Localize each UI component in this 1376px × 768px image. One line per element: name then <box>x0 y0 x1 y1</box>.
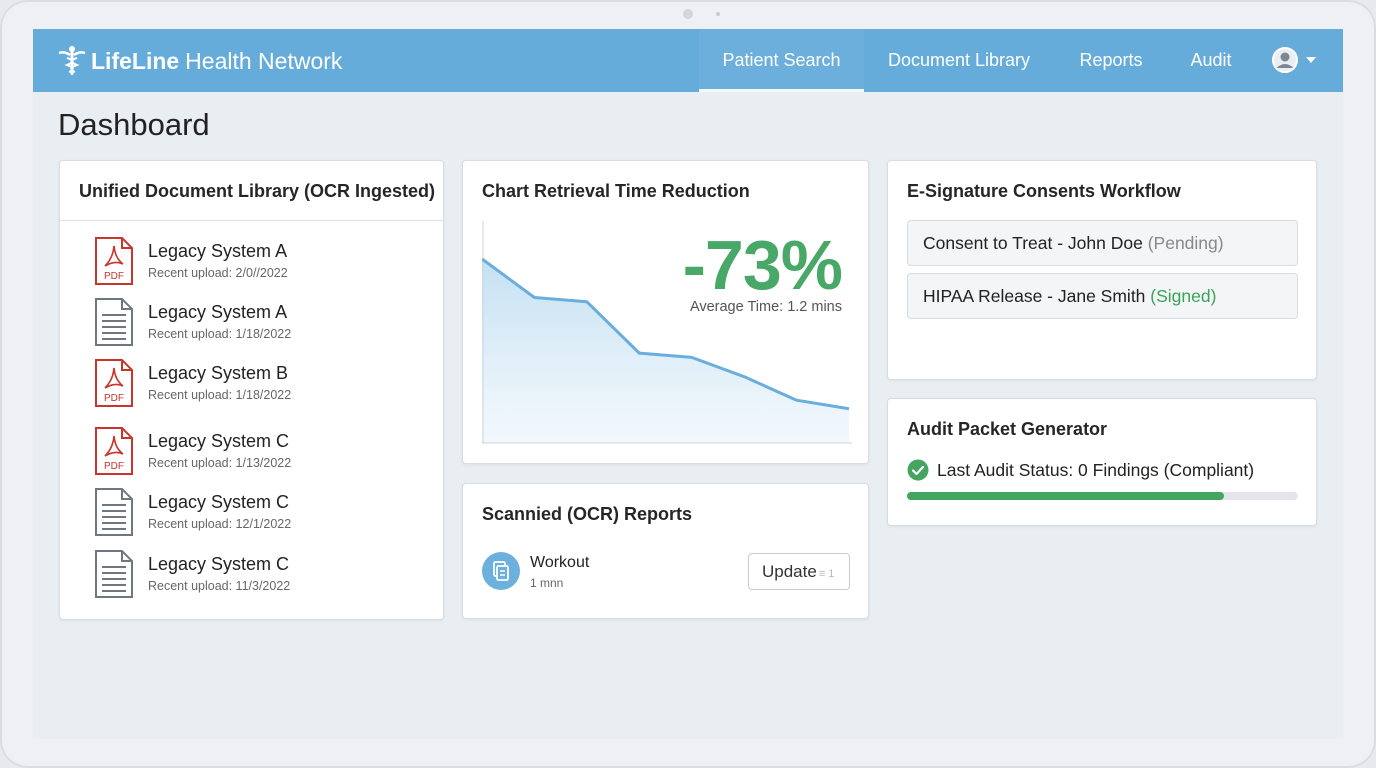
divider <box>60 220 443 221</box>
brand[interactable]: LifeLine Health Network <box>57 44 342 78</box>
ocr-item-time: 1 mnn <box>530 576 564 590</box>
consents-card: E-Signature Consents Workflow Consent to… <box>887 160 1317 380</box>
document-item[interactable]: Legacy System C Recent upload: 12/1/2022 <box>93 487 423 541</box>
scan-document-icon <box>482 552 520 590</box>
pdf-icon: PDF <box>95 359 133 407</box>
nav-reports[interactable]: Reports <box>1079 50 1143 70</box>
audit-status: Last Audit Status: 0 Findings (Compliant… <box>907 459 1254 481</box>
svg-text:PDF: PDF <box>104 393 124 404</box>
card-title: Scannied (OCR) Reports <box>482 504 693 524</box>
reduction-percentage: -73% <box>682 226 843 304</box>
audit-status-text: Last Audit Status: 0 Findings (Compliant… <box>937 459 1255 480</box>
camera-dot <box>683 9 693 19</box>
update-button-label: Update <box>762 561 817 581</box>
ocr-reports-card: Scannied (OCR) Reports Workout 1 mnn Upd… <box>462 483 869 619</box>
audit-progress-bar <box>907 492 1298 500</box>
document-upload-date: Recent upload: 2/0//2022 <box>148 266 288 280</box>
user-menu[interactable] <box>1271 46 1321 76</box>
document-name: Legacy System C <box>148 492 290 512</box>
document-upload-date: Recent upload: 1/13/2022 <box>148 456 292 470</box>
document-name: Legacy System C <box>148 431 290 451</box>
card-title: Audit Packet Generator <box>907 419 1108 439</box>
document-name: Legacy System A <box>148 302 288 322</box>
document-icon <box>95 298 133 346</box>
card-title: E-Signature Consents Workflow <box>907 181 1181 201</box>
brand-name-rest: Health Network <box>185 47 343 74</box>
user-avatar-icon <box>1272 47 1298 73</box>
document-item[interactable]: PDF Legacy System A Recent upload: 2/0//20… <box>93 236 423 290</box>
ocr-item-name: Workout <box>530 554 590 571</box>
svg-text:PDF: PDF <box>104 271 124 282</box>
svg-text:PDF: PDF <box>104 461 124 472</box>
document-name: Legacy System B <box>148 363 289 383</box>
card-title: Unified Document Library (OCR Ingested) <box>79 181 436 201</box>
nav-patient-search[interactable]: Patient Search <box>699 29 864 92</box>
pdf-icon: PDF <box>95 237 133 285</box>
document-name: Legacy System C <box>148 554 290 574</box>
document-item[interactable]: PDF Legacy System C Recent upload: 1/13/20… <box>93 426 423 480</box>
document-icon <box>95 550 133 598</box>
card-title: Chart Retrieval Time Reduction <box>482 181 750 201</box>
document-item[interactable]: PDF Legacy System B Recent upload: 1/18/20… <box>93 358 423 412</box>
chevron-down-icon <box>1306 57 1316 63</box>
average-time: Average Time: 1.2 mins <box>689 299 842 315</box>
top-navbar: LifeLine Health Network Patient Search D… <box>33 29 1343 92</box>
nav-audit[interactable]: Audit <box>1190 50 1232 70</box>
page-title: Dashboard <box>58 107 210 142</box>
document-icon <box>95 488 133 536</box>
document-item[interactable]: Legacy System C Recent upload: 11/3/2022 <box>93 549 423 603</box>
chart-series-line <box>482 257 850 411</box>
chart-area-fill <box>482 258 849 443</box>
document-upload-date: Recent upload: 11/3/2022 <box>148 579 291 593</box>
consent-row[interactable]: HIPAA Release - Jane Smith (Signed) <box>907 273 1298 319</box>
consent-status-signed: (Signed) <box>1150 286 1217 306</box>
document-library-card: Unified Document Library (OCR Ingested) … <box>59 160 444 620</box>
sensor-dot <box>716 12 720 16</box>
caduceus-icon <box>58 46 86 75</box>
consent-text: Consent to Treat - John Doe <box>923 233 1143 253</box>
document-upload-date: Recent upload: 1/18/2022 <box>148 388 292 402</box>
nav-document-library[interactable]: Document Library <box>887 50 1031 70</box>
document-name: Legacy System A <box>148 241 288 261</box>
audit-card: Audit Packet Generator Last Audit Status… <box>887 398 1317 526</box>
document-item[interactable]: Legacy System A Recent upload: 1/18/2022 <box>93 297 423 351</box>
audit-progress-fill <box>907 492 1224 500</box>
update-button-badge: ≡ 1 <box>818 567 835 580</box>
update-button[interactable]: Update ≡ 1 <box>748 553 850 590</box>
check-circle-icon <box>907 459 929 481</box>
retrieval-time-chart <box>482 221 852 444</box>
brand-name-bold: LifeLine <box>91 47 180 74</box>
document-upload-date: Recent upload: 1/18/2022 <box>148 327 292 341</box>
consent-status-pending: (Pending) <box>1147 233 1224 253</box>
chart-card: Chart Retrieval Time Reduction -73% Aver… <box>462 160 869 464</box>
app-screen: LifeLine Health Network Patient Search D… <box>33 29 1343 739</box>
consent-row[interactable]: Consent to Treat - John Doe (Pending) <box>907 220 1298 266</box>
document-upload-date: Recent upload: 12/1/2022 <box>148 517 292 531</box>
consent-text: HIPAA Release - Jane Smith <box>923 286 1146 306</box>
pdf-icon: PDF <box>95 427 133 475</box>
